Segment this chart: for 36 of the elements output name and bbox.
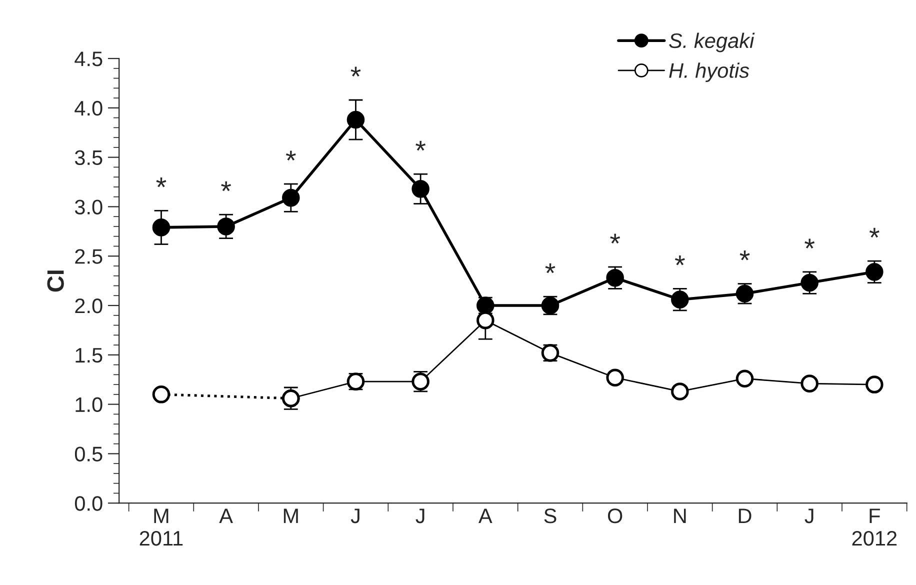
x-tick-label: S — [544, 508, 556, 524]
x-tick-label: A — [219, 508, 233, 524]
data-label: * — [610, 234, 620, 244]
data-label: * — [156, 177, 166, 188]
x-tick-label: O — [608, 508, 622, 524]
x-tick-label: M 2011 — [140, 508, 183, 546]
x-tick-label: J — [804, 508, 814, 524]
data-label: * — [286, 150, 296, 161]
x-tick-label: N — [674, 508, 686, 524]
data-label: * — [869, 228, 880, 238]
data-label: * — [545, 263, 556, 274]
x-tick-label: J — [350, 508, 360, 524]
legend-label: S. kegaki — [669, 32, 755, 52]
x-tick-label: A — [478, 508, 492, 524]
data-label: * — [416, 140, 426, 151]
y-tick-label: 1.5 — [76, 348, 102, 363]
y-tick-label: 3.0 — [74, 200, 102, 214]
x-tick-label: D — [738, 508, 752, 524]
legend-label: H. hyotis — [669, 62, 750, 82]
x-tick-label: F 2012 — [852, 508, 897, 546]
y-tick-label: 4.0 — [74, 100, 102, 116]
y-tick-label: 0.5 — [74, 446, 102, 462]
data-label: * — [350, 66, 361, 77]
y-axis-title: CI — [47, 270, 64, 292]
data-label: * — [804, 238, 815, 248]
x-tick-label: J — [416, 508, 424, 524]
data-label: * — [674, 255, 685, 266]
data-label: * — [740, 250, 750, 260]
data-label: * — [221, 181, 232, 192]
y-tick-label: 0.0 — [74, 496, 102, 511]
y-tick-label: 1.0 — [76, 397, 102, 412]
y-tick-label: 4.5 — [74, 52, 102, 66]
y-tick-label: 2.5 — [75, 249, 102, 264]
x-tick-label: M — [284, 508, 298, 524]
y-tick-label: 2.0 — [75, 298, 102, 314]
y-tick-label: 3.5 — [74, 150, 102, 166]
